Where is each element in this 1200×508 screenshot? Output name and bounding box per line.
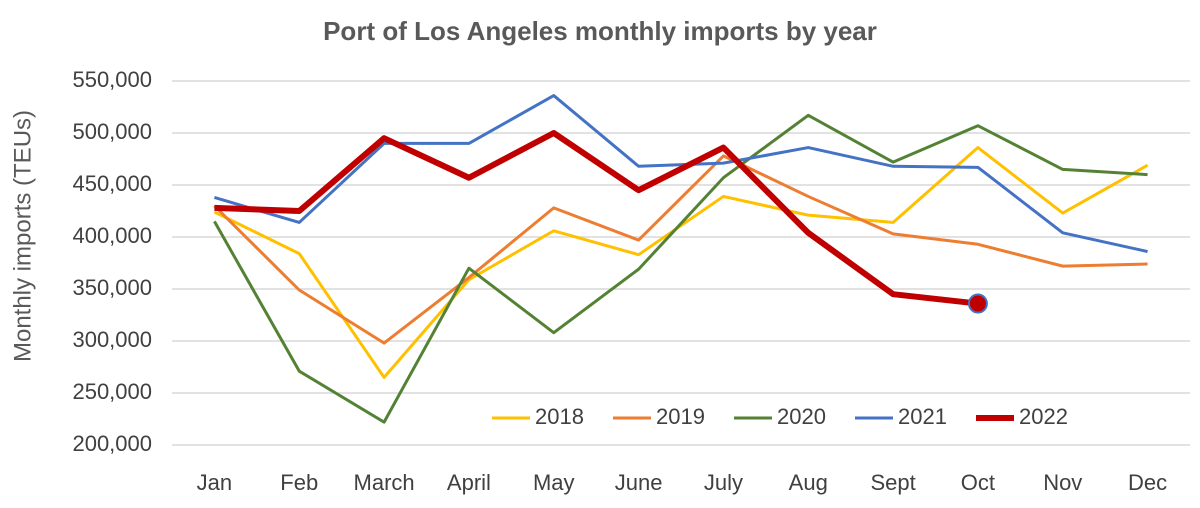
- chart-title: Port of Los Angeles monthly imports by y…: [323, 16, 877, 46]
- x-tick-label: May: [533, 470, 575, 495]
- series-line: [213, 146, 1149, 379]
- x-tick-label: Aug: [789, 470, 828, 495]
- x-tick-label: Jan: [197, 470, 232, 495]
- y-tick-label: 450,000: [72, 171, 152, 196]
- series-line: [213, 154, 1148, 345]
- end-marker: [967, 293, 988, 314]
- y-tick-label: 550,000: [72, 67, 152, 92]
- legend-label: 2019: [656, 404, 705, 429]
- legend-label: 2018: [535, 404, 584, 429]
- x-tick-label: March: [354, 470, 415, 495]
- y-tick-label: 300,000: [72, 327, 152, 352]
- y-tick-label: 500,000: [72, 119, 152, 144]
- y-tick-label: 350,000: [72, 275, 152, 300]
- x-tick-label: Dec: [1128, 470, 1167, 495]
- x-tick-label: April: [447, 470, 491, 495]
- y-axis-label: Monthly imports (TEUs): [9, 110, 36, 362]
- y-tick-label: 400,000: [72, 223, 152, 248]
- legend-label: 2021: [898, 404, 947, 429]
- y-tick-label: 250,000: [72, 379, 152, 404]
- series-line: [214, 130, 979, 307]
- x-tick-label: Oct: [961, 470, 995, 495]
- x-tick-label: Nov: [1043, 470, 1082, 495]
- series-line: [213, 113, 1148, 424]
- x-tick-label: June: [615, 470, 663, 495]
- x-tick-label: July: [704, 470, 743, 495]
- x-tick-label: Sept: [870, 470, 915, 495]
- legend-label: 2022: [1019, 404, 1068, 429]
- series-line: [213, 94, 1148, 254]
- x-tick-label: Feb: [280, 470, 318, 495]
- legend-label: 2020: [777, 404, 826, 429]
- y-tick-label: 200,000: [72, 431, 152, 456]
